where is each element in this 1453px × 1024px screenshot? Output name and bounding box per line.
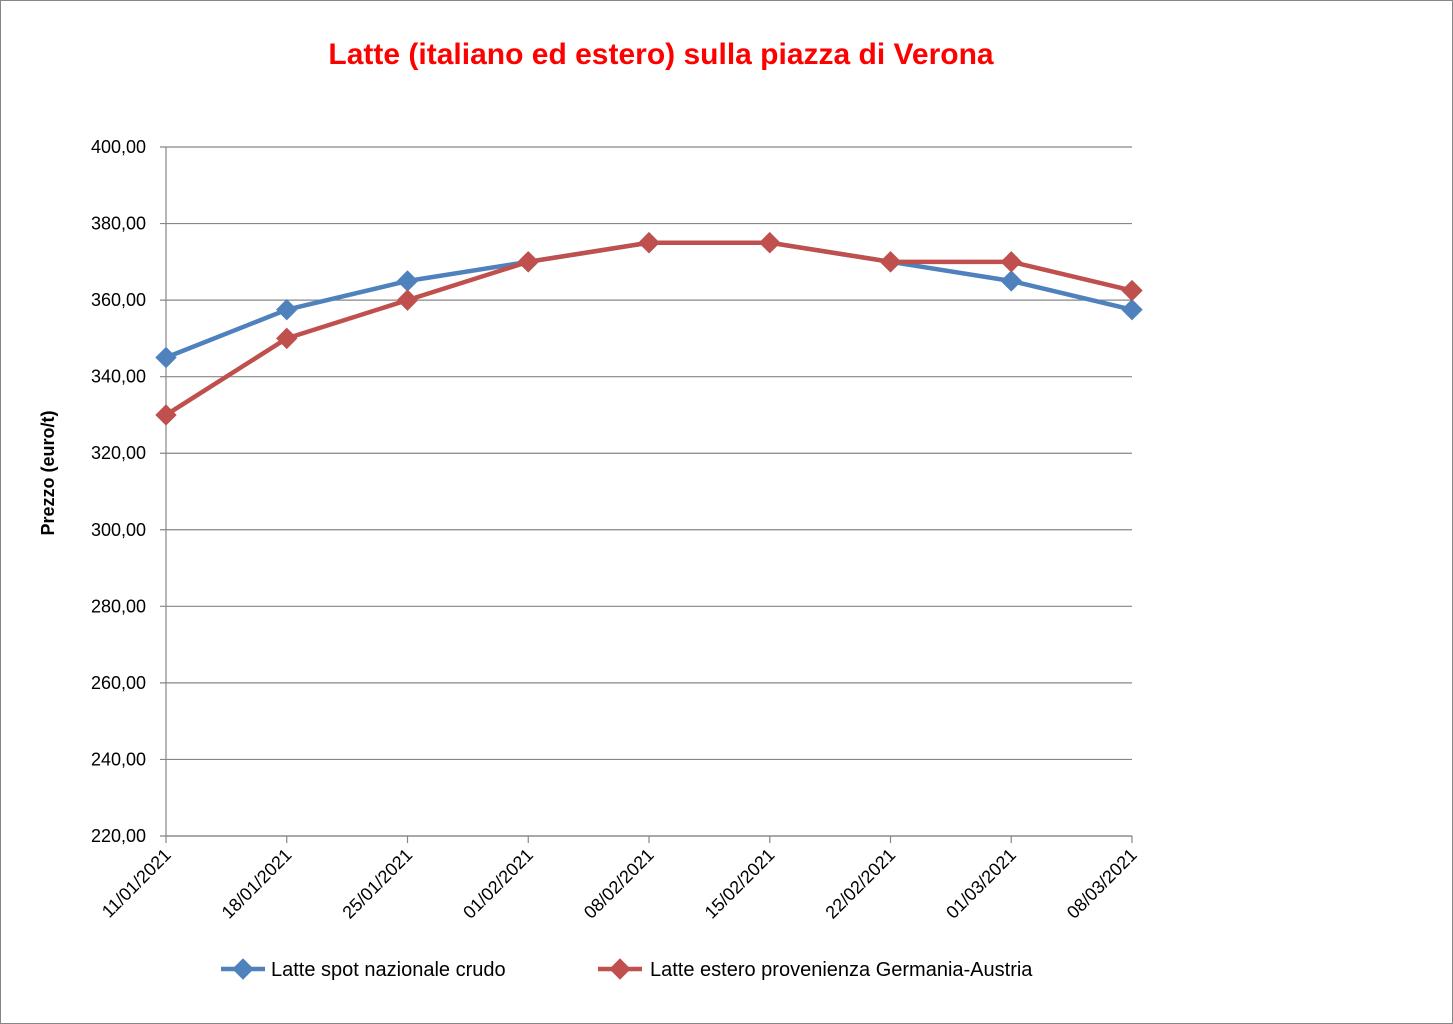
data-point-marker bbox=[155, 404, 177, 426]
legend-item: Latte spot nazionale crudo bbox=[221, 958, 506, 981]
series-layer bbox=[155, 231, 1143, 426]
data-point-marker bbox=[396, 270, 419, 292]
x-tick-label: 01/02/2021 bbox=[459, 845, 537, 923]
y-tick-label: 380,00 bbox=[91, 214, 146, 234]
data-point-marker bbox=[638, 231, 660, 254]
x-tick-label: 22/02/2021 bbox=[821, 845, 899, 923]
x-tick-label: 11/01/2021 bbox=[98, 845, 175, 922]
data-point-marker bbox=[276, 327, 298, 350]
axes bbox=[165, 147, 1133, 843]
x-tick-label: 25/01/2021 bbox=[338, 845, 416, 923]
data-point-marker bbox=[759, 231, 781, 254]
legend-marker bbox=[609, 958, 631, 980]
y-tick-label: 220,00 bbox=[91, 826, 146, 846]
legend-label: Latte estero provenienza Germania-Austri… bbox=[650, 959, 1033, 981]
y-tick-label: 340,00 bbox=[91, 367, 146, 387]
legend-item: Latte estero provenienza Germania-Austri… bbox=[598, 958, 1033, 981]
y-axis-label: Prezzo (euro/t) bbox=[38, 410, 58, 535]
data-point-marker bbox=[1121, 298, 1143, 321]
y-tick-label: 280,00 bbox=[91, 596, 146, 616]
chart-title: Latte (italiano ed estero) sulla piazza … bbox=[328, 38, 993, 71]
data-point-marker bbox=[396, 289, 419, 311]
y-tick-label: 400,00 bbox=[91, 137, 146, 157]
legend: Latte spot nazionale crudo Latte estero p… bbox=[221, 958, 1033, 981]
y-tick-label: 260,00 bbox=[91, 673, 146, 693]
data-point-marker bbox=[1000, 251, 1022, 273]
legend-marker bbox=[232, 958, 254, 980]
x-tick-label: 18/01/2021 bbox=[218, 845, 296, 923]
data-point-marker bbox=[1121, 279, 1143, 302]
data-point-marker bbox=[517, 251, 539, 273]
y-tick-label: 300,00 bbox=[91, 520, 146, 540]
x-tick-label: 08/02/2021 bbox=[580, 845, 658, 923]
data-point-marker bbox=[276, 298, 298, 321]
x-tick-label: 01/03/2021 bbox=[942, 845, 1020, 923]
series-2 bbox=[155, 231, 1143, 426]
y-tick-label: 240,00 bbox=[91, 749, 146, 769]
x-axis-tick-labels: 11/01/2021 18/01/2021 25/01/2021 01/02/2021… bbox=[98, 845, 1141, 923]
y-axis-tick-labels: 400,00 380,00 360,00 340,00 320,00 300,00 280,… bbox=[91, 137, 146, 846]
series-line bbox=[164, 240, 1133, 417]
y-tick-label: 320,00 bbox=[91, 443, 146, 463]
x-tick-label: 08/03/2021 bbox=[1063, 845, 1141, 923]
legend-label: Latte spot nazionale crudo bbox=[271, 959, 506, 981]
data-point-marker bbox=[155, 346, 177, 369]
x-tick-label: 15/02/2021 bbox=[701, 845, 779, 923]
data-point-marker bbox=[1000, 270, 1022, 292]
y-tick-label: 360,00 bbox=[91, 290, 146, 310]
data-point-marker bbox=[879, 251, 902, 273]
